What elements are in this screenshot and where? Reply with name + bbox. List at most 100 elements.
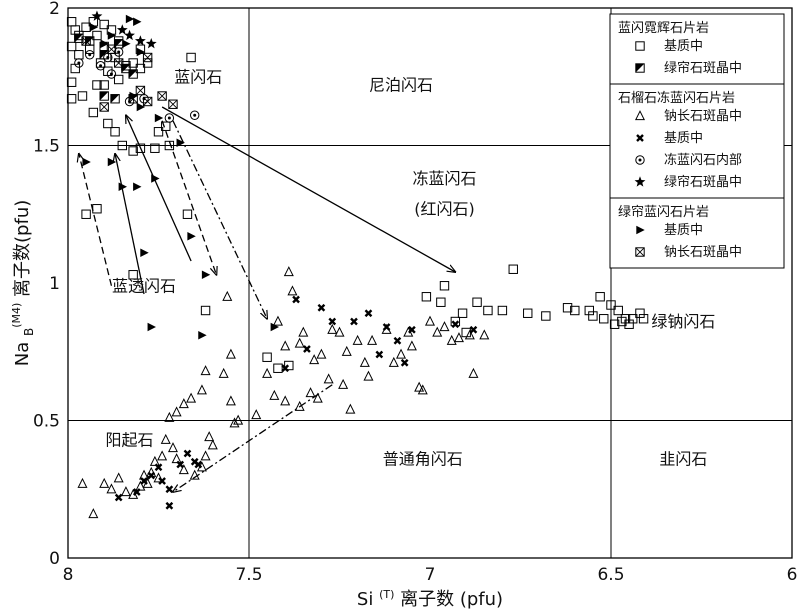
legend-item-label: 钠长石斑晶中 (664, 245, 742, 260)
data-point (523, 308, 533, 318)
data-point (225, 348, 236, 359)
data-point (222, 290, 233, 301)
data-point (186, 52, 196, 63)
data-point (88, 107, 99, 118)
data-point (599, 314, 609, 324)
trend-arrow (173, 384, 333, 492)
data-point (292, 295, 300, 304)
data-point (280, 340, 291, 351)
x-tick-label: 7.5 (235, 565, 262, 585)
data-point (303, 345, 311, 353)
data-point (133, 17, 142, 26)
data-point (628, 314, 638, 324)
data-point (620, 314, 631, 324)
legend-symbol (636, 225, 645, 235)
trend-arrows (79, 106, 455, 492)
data-point (161, 121, 171, 131)
data-point (200, 450, 211, 461)
data-point (341, 345, 352, 356)
data-point (638, 314, 649, 324)
data-point (541, 311, 551, 321)
data-point (421, 292, 432, 302)
data-point (140, 248, 149, 257)
data-point (497, 305, 508, 316)
region-label: 蓝闪石 (174, 67, 222, 86)
data-point (70, 25, 80, 35)
data-point (92, 80, 102, 90)
legend-symbol (636, 134, 644, 142)
data-point (107, 31, 117, 40)
y-label-rest: 离子数(pfu) (12, 200, 33, 303)
data-point (128, 146, 138, 156)
data-point (229, 417, 240, 428)
y-tick-labels: 0 0.5 1 1.5 2 (33, 0, 60, 569)
y-tick-label: 2 (49, 0, 60, 19)
plot-frame (67, 7, 793, 559)
legend-item-label: 基质中 (664, 39, 703, 54)
data-point (613, 305, 623, 316)
data-point (124, 29, 135, 41)
series-group (114, 295, 478, 510)
y-label-superscript: (M4) (10, 303, 23, 328)
data-point (262, 352, 272, 362)
data-point (294, 337, 305, 348)
data-point (99, 19, 109, 30)
data-point (129, 91, 138, 101)
data-point (396, 348, 407, 359)
data-point (153, 472, 164, 483)
data-point (606, 300, 616, 310)
data-point (117, 140, 127, 151)
data-point (133, 182, 142, 191)
data-point (139, 469, 150, 480)
data-point (388, 356, 399, 367)
data-point (140, 477, 148, 485)
legend-box (609, 13, 785, 269)
data-point (453, 332, 464, 343)
data-point (273, 363, 283, 373)
trend-arrow (115, 154, 145, 295)
data-point (154, 113, 164, 123)
data-point (106, 69, 117, 79)
data-point (363, 370, 374, 381)
legend-symbol (634, 176, 646, 187)
data-point (88, 508, 99, 519)
region-label: 冻蓝闪石 (412, 169, 476, 188)
data-point (182, 209, 193, 219)
x-label-rest: 离子数 (pfu) (394, 589, 503, 610)
x-tick-label: 6 (787, 565, 798, 585)
data-point (150, 143, 160, 153)
data-point (472, 297, 482, 307)
data-point (305, 387, 316, 398)
data-point (142, 96, 153, 107)
data-point (186, 392, 197, 403)
region-label: (红闪石) (414, 199, 475, 218)
legend-item-label: 绿帘石斑晶中 (664, 174, 742, 190)
data-point (281, 364, 290, 373)
trend-arrow (126, 115, 192, 262)
data-point (270, 322, 280, 332)
region-label: 韭闪石 (659, 450, 707, 469)
data-point (165, 501, 174, 510)
data-point (294, 400, 305, 411)
data-point (142, 52, 153, 63)
data-point (147, 322, 156, 332)
data-point (99, 477, 110, 488)
data-point (160, 433, 171, 444)
legend: 蓝闪霓辉石片岩基质中绿帘石斑晶中石榴石冻蓝闪石片岩钠长石斑晶中基质中冻蓝闪石内部… (609, 13, 785, 269)
data-point (157, 450, 168, 461)
data-point (280, 395, 291, 406)
data-point (338, 378, 349, 389)
trend-arrow (79, 154, 113, 286)
series-group (81, 36, 178, 112)
data-point (99, 80, 109, 90)
data-point (617, 316, 627, 327)
data-point (153, 127, 164, 137)
data-point (103, 118, 113, 129)
data-point (624, 319, 634, 329)
data-point (269, 389, 280, 400)
data-point (92, 204, 102, 214)
data-point (588, 311, 598, 321)
data-point (147, 471, 156, 480)
data-point (251, 409, 262, 420)
region-label: 蓝透闪石 (112, 276, 176, 295)
